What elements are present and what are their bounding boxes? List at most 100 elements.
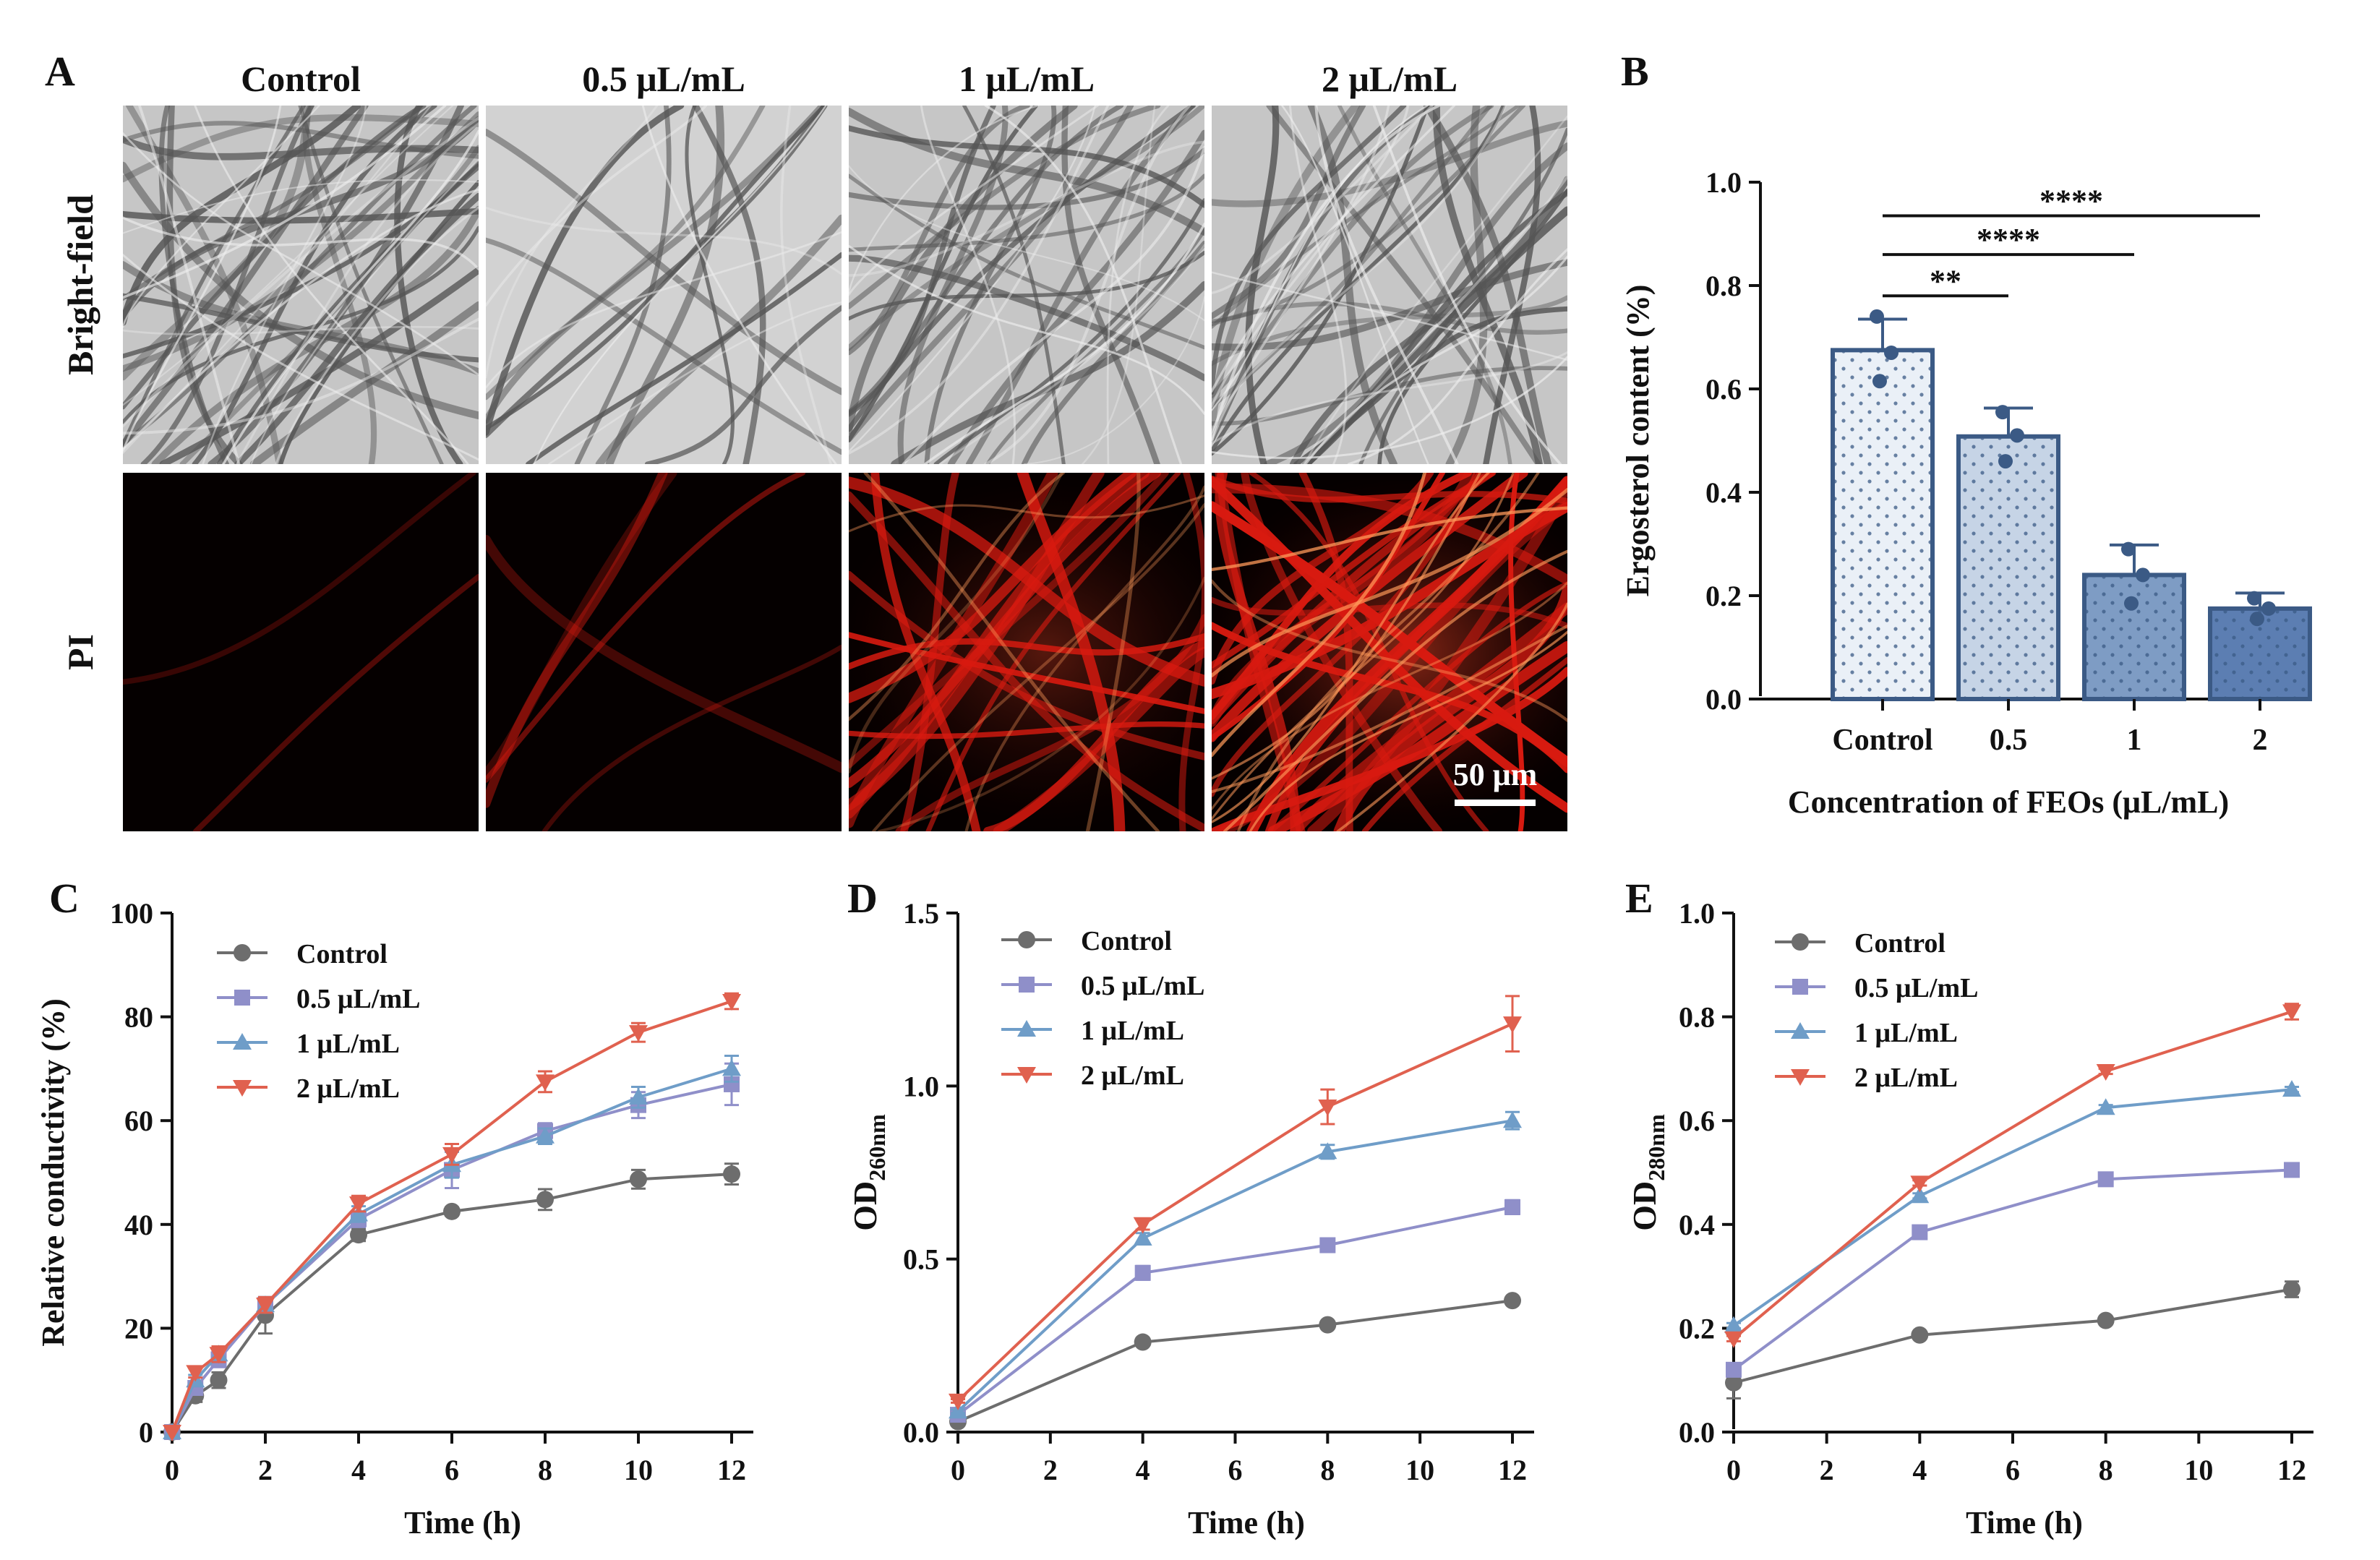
x-tick-label: 2 bbox=[258, 1454, 273, 1486]
hypha-fiber bbox=[965, 106, 1195, 464]
data-point bbox=[722, 994, 741, 1011]
hypha-fiber bbox=[249, 301, 479, 464]
legend-label: 2 μL/mL bbox=[1081, 1060, 1184, 1091]
scale-bar-label: 50 μm bbox=[1453, 757, 1538, 792]
bright-field-image bbox=[849, 106, 1204, 464]
hypha-fiber bbox=[1212, 106, 1493, 409]
y-axis-title: OD260nm bbox=[847, 1114, 890, 1231]
row-label-bright-field: Bright-field bbox=[60, 194, 100, 375]
data-point bbox=[1791, 1022, 1810, 1039]
hypha-fiber bbox=[123, 116, 479, 428]
data-point bbox=[2096, 1063, 2115, 1081]
hypha-fiber bbox=[574, 106, 672, 464]
x-axis-title: Time (h) bbox=[1966, 1505, 2083, 1540]
hypha-fiber bbox=[849, 473, 1150, 819]
panel-a-column-label: Control bbox=[241, 59, 361, 99]
x-tick-label: 4 bbox=[1136, 1454, 1150, 1486]
legend-label: 1 μL/mL bbox=[1854, 1018, 1958, 1048]
y-tick-label: 0.6 bbox=[1679, 1105, 1715, 1137]
data-point bbox=[1503, 1016, 1522, 1034]
legend-label: 0.5 μL/mL bbox=[296, 984, 420, 1014]
y-axis-title-main: OD bbox=[1626, 1181, 1663, 1231]
hypha-fiber bbox=[1212, 488, 1567, 678]
x-tick-label: 0 bbox=[951, 1454, 965, 1486]
hypha-fiber bbox=[123, 160, 479, 359]
hypha-fiber bbox=[1212, 506, 1567, 572]
legend-label: Control bbox=[1081, 926, 1172, 956]
x-tick-label: 8 bbox=[538, 1454, 552, 1486]
hypha-fiber bbox=[1267, 640, 1567, 831]
hypha-fiber bbox=[902, 146, 1204, 464]
hypha-fiber bbox=[1245, 106, 1280, 464]
data-point bbox=[233, 1080, 252, 1097]
y-tick-label: 0.0 bbox=[903, 1416, 939, 1449]
x-tick-label: 2 bbox=[1043, 1454, 1058, 1486]
replicate-point bbox=[2250, 612, 2264, 627]
hypha-fiber bbox=[849, 473, 1063, 774]
hypha-fiber bbox=[849, 106, 1161, 309]
series-line bbox=[1732, 1168, 2293, 1371]
x-tick-label: 4 bbox=[1912, 1454, 1927, 1486]
hypha-fiber bbox=[123, 317, 479, 435]
hypha-fiber bbox=[849, 173, 1204, 350]
x-tick-label: 6 bbox=[445, 1454, 459, 1486]
panel-a-column-label: 0.5 μL/mL bbox=[582, 59, 745, 99]
hypha-fiber bbox=[891, 280, 1204, 464]
data-point bbox=[1724, 1316, 1743, 1333]
hypha-fiber bbox=[486, 473, 668, 808]
bright-field-image bbox=[123, 106, 479, 464]
hypha-fiber bbox=[1061, 106, 1160, 464]
x-tick-label: 8 bbox=[1320, 1454, 1335, 1486]
data-point bbox=[442, 1147, 461, 1164]
data-point bbox=[949, 1393, 967, 1410]
data-point bbox=[256, 1298, 275, 1315]
y-axis-title-main: OD bbox=[847, 1181, 883, 1231]
hypha-fiber bbox=[123, 106, 320, 328]
hypha-fiber bbox=[486, 106, 826, 424]
hypha-fiber bbox=[533, 106, 827, 464]
x-axis-title: Time (h) bbox=[404, 1505, 521, 1540]
hypha-fiber bbox=[486, 473, 806, 783]
replicate-point bbox=[1870, 309, 1884, 324]
data-point bbox=[1791, 1069, 1810, 1086]
hypha-fiber bbox=[849, 106, 1030, 356]
data-point bbox=[1724, 1331, 1743, 1348]
hypha-fiber bbox=[1212, 106, 1441, 441]
data-point bbox=[1910, 1186, 1930, 1204]
hypha-fiber bbox=[1212, 106, 1366, 320]
hypha-fiber bbox=[849, 107, 1204, 236]
y-tick-label: 0.5 bbox=[903, 1243, 939, 1276]
hypha-fiber bbox=[1303, 115, 1567, 464]
pi-fluorescence-image bbox=[486, 473, 842, 831]
x-tick-label: 6 bbox=[2006, 1454, 2020, 1486]
series-line bbox=[1732, 1088, 2293, 1327]
hypha-fiber bbox=[1212, 106, 1390, 444]
data-point bbox=[1318, 1100, 1337, 1117]
panel-e-axes: 0.0 0.2 0.4 0.6 0.8 1.0 bbox=[1679, 897, 2313, 1449]
hypha-fiber bbox=[1223, 549, 1567, 831]
hypha-fiber bbox=[1212, 622, 1567, 773]
hypha-fiber bbox=[849, 106, 1099, 296]
hypha-fiber bbox=[924, 106, 1057, 464]
legend-label: 0.5 μL/mL bbox=[1854, 973, 1978, 1003]
data-point bbox=[1725, 1373, 1742, 1392]
hypha-fiber bbox=[849, 106, 1110, 455]
replicate-point bbox=[2136, 567, 2150, 583]
hypha-fiber bbox=[993, 646, 1204, 831]
hypha-fiber bbox=[486, 106, 685, 436]
hypha-fiber bbox=[1023, 296, 1204, 464]
hypha-fiber bbox=[486, 206, 842, 275]
hypha-fiber bbox=[486, 534, 842, 773]
data-point bbox=[350, 1226, 367, 1244]
hypha-fiber bbox=[1304, 189, 1567, 464]
series-line bbox=[171, 1067, 732, 1433]
hypha-fiber bbox=[933, 198, 1204, 464]
hypha-fiber bbox=[1264, 142, 1567, 464]
panel-b-letter: B bbox=[1621, 48, 1649, 95]
hypha-fiber bbox=[849, 633, 1204, 670]
replicate-point bbox=[1995, 405, 2010, 420]
replicate-point bbox=[1998, 454, 2013, 469]
hypha-fiber bbox=[849, 106, 1040, 294]
data-point bbox=[724, 1076, 740, 1092]
data-point bbox=[1134, 1333, 1152, 1351]
